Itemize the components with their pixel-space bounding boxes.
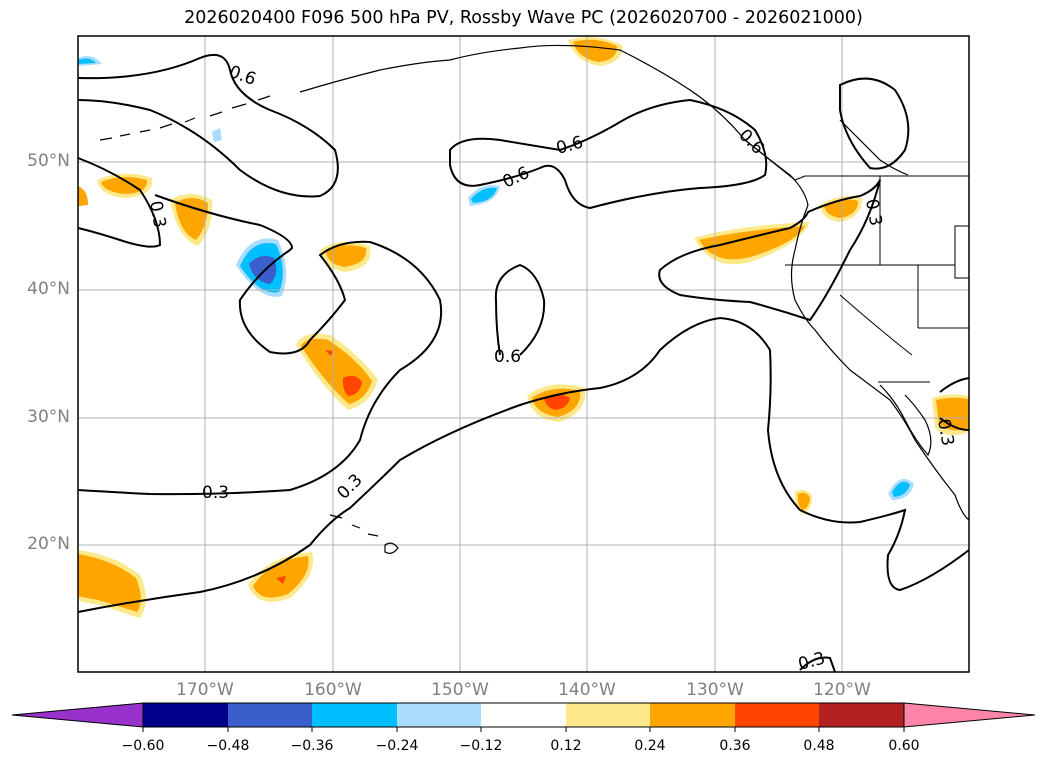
anomaly-blob (797, 492, 810, 510)
contour-label: 0.3 (202, 483, 229, 503)
canada-interior (839, 119, 909, 176)
colorbar-tick-label: −0.36 (290, 738, 334, 754)
bc-coast (744, 139, 809, 206)
colorbar-tick-label: 0.48 (803, 738, 835, 754)
contour-line (77, 316, 970, 613)
aleutian-islands (99, 95, 271, 141)
anomaly-blob (544, 394, 570, 410)
anomaly-blob (78, 58, 96, 64)
anomaly-blob (276, 576, 286, 584)
colorbar-tick-label: −0.48 (206, 738, 250, 754)
colorbar-swatch (566, 703, 650, 727)
pv-anomaly-fills (78, 36, 969, 618)
colorbar-swatch (143, 703, 228, 727)
anomaly-blob (78, 554, 141, 612)
contour-label: 0.6 (494, 347, 521, 367)
colorbar-tick-label: −0.60 (121, 738, 165, 754)
lat-label: 40°N (27, 279, 70, 299)
colorbar-swatch (650, 703, 735, 727)
colorbar-swatch (481, 703, 566, 727)
lon-label: 150°W (431, 680, 489, 700)
baja-california (879, 384, 932, 457)
anomaly-blob (175, 198, 208, 240)
colorbar-swatch (228, 703, 312, 727)
anomaly-blob (249, 256, 277, 284)
colorbar-tick-label: 0.12 (550, 738, 582, 754)
contour-label: 0.3 (861, 197, 885, 227)
contour-line (77, 157, 162, 248)
colorbar-swatch (819, 703, 904, 727)
colorbar-swatch (397, 703, 481, 727)
anomaly-blob (325, 350, 333, 356)
lon-label: 120°W (813, 680, 871, 700)
anomaly-blob (824, 199, 858, 218)
contour-line (839, 77, 910, 170)
map-area (78, 36, 969, 672)
anomaly-blob (342, 375, 362, 396)
lon-label: 140°W (558, 680, 616, 700)
anomaly-blob (101, 176, 148, 194)
alaska-coast (299, 44, 806, 181)
coastlines (99, 44, 970, 554)
colorbar (11, 702, 1036, 732)
contour-line (449, 98, 768, 210)
anomaly-blob (253, 556, 309, 598)
colorbar-tick-label: 0.24 (634, 738, 666, 754)
anomaly-blob (892, 481, 910, 497)
map-frame (77, 35, 970, 673)
anomaly-blob (699, 226, 805, 260)
contour-label: 0.3 (933, 417, 957, 447)
lon-label: 160°W (304, 680, 362, 700)
us-west-coast (790, 204, 970, 521)
lon-label: 130°W (686, 680, 744, 700)
colorbar-swatch (735, 703, 819, 727)
map-title: 2026020400 F096 500 hPa PV, Rossby Wave … (184, 8, 863, 28)
pv-contours (77, 54, 970, 673)
colorbar-tick-label: 0.60 (888, 738, 920, 754)
hawaii-islands (329, 514, 399, 554)
colorbar-tick-label: 0.36 (719, 738, 751, 754)
contour-label: 0.3 (145, 199, 169, 229)
contour-line (799, 656, 836, 673)
colorbar-tick-label: −0.12 (459, 738, 503, 754)
contour-line (658, 179, 881, 322)
anomaly-blob (326, 245, 367, 267)
lon-label: 170°W (176, 680, 234, 700)
contour-line (77, 54, 339, 198)
anomaly-blob (471, 187, 497, 203)
anomaly-blob (78, 186, 88, 206)
lat-label: 20°N (27, 534, 70, 554)
contour-line (77, 240, 443, 496)
lat-label: 50°N (27, 151, 70, 171)
political-borders (785, 175, 970, 383)
pv-negative-fills (78, 56, 914, 500)
colorbar-tick-label: −0.24 (375, 738, 419, 754)
contour-line (939, 377, 970, 431)
colorbar-extend-low (11, 702, 144, 728)
colorbar-extend-high (903, 702, 1036, 728)
graticule (78, 36, 969, 672)
anomaly-blob (573, 39, 618, 62)
contour-line (154, 194, 294, 251)
lat-label: 30°N (27, 407, 70, 427)
contour-line (494, 263, 546, 356)
anomaly-blob (212, 128, 222, 142)
colorbar-swatch (312, 703, 397, 727)
